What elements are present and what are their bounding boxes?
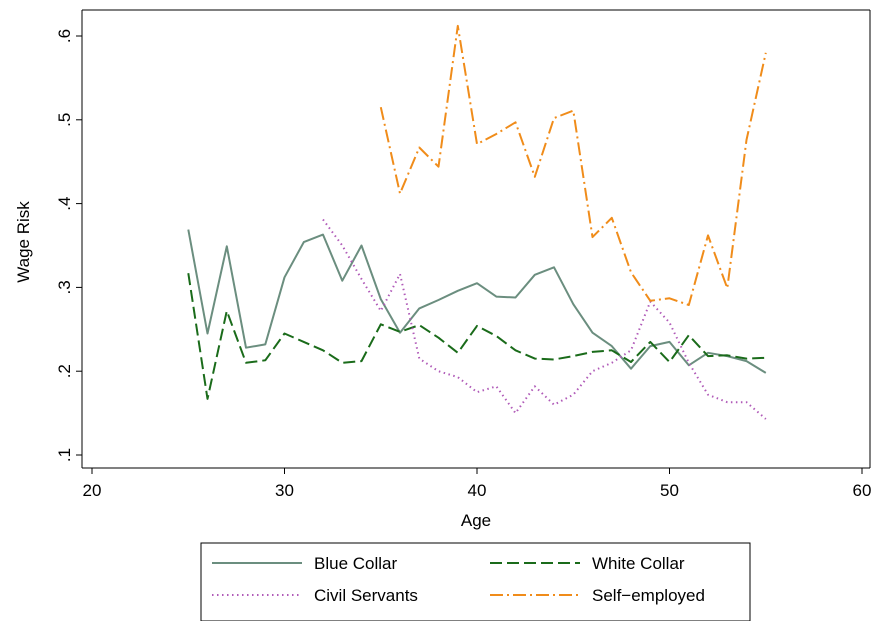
y-axis-title: Wage Risk [14,201,33,283]
legend-label: Blue Collar [314,554,397,573]
y-tick-label: .5 [55,113,74,127]
legend-label: Civil Servants [314,586,418,605]
x-axis-title: Age [461,511,491,530]
series-layer [187,24,767,420]
x-tick-label: 40 [468,481,487,500]
x-tick-label: 50 [660,481,679,500]
y-tick-label: .4 [55,197,74,211]
series-line-1 [187,273,766,400]
y-tick-label: .3 [55,280,74,294]
x-tick-label: 30 [275,481,294,500]
legend-box [200,542,751,621]
y-tick-label: .1 [55,448,74,462]
series-line-3 [379,24,767,306]
y-tick-label: .6 [55,29,74,43]
y-axis-ticks: .1 .2 .3 .4 .5 .6 [55,29,82,462]
y-tick-label: .2 [55,364,74,378]
x-axis-ticks: 20 30 40 50 60 [83,468,872,500]
x-tick-label: 20 [83,481,102,500]
series-line-0 [187,229,767,374]
legend-label: White Collar [592,554,685,573]
series-line-2 [322,218,767,420]
legend: Blue Collar White Collar Civil Servants Sel… [200,542,751,621]
plot-area [81,9,871,469]
legend-label: Self−employed [592,586,705,605]
x-tick-label: 60 [853,481,872,500]
